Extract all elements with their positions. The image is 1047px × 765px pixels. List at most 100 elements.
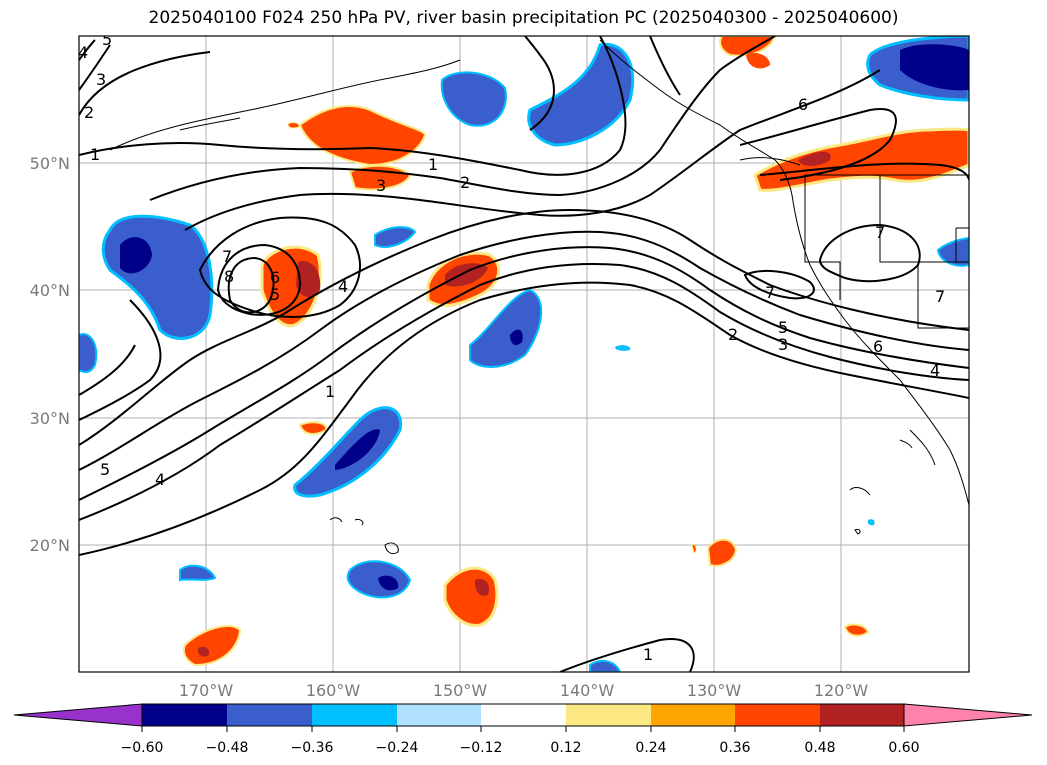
- coastlines: [109, 39, 969, 555]
- red-blob: [719, 36, 777, 57]
- colorbar-extend-max: [903, 703, 1033, 727]
- blue-blob: [867, 519, 875, 526]
- contour-line: [818, 223, 921, 283]
- contour-label: 5: [100, 460, 110, 479]
- contour-line: [79, 208, 969, 446]
- map-title: 2025040100 F024 250 hPa PV, river basin …: [148, 8, 899, 28]
- contour-label: 6: [873, 337, 883, 356]
- lat-label: 30°N: [30, 409, 70, 428]
- contour-label: 5: [102, 30, 112, 49]
- colorbar-segment: [142, 704, 227, 726]
- contour-labels: 5 4 3 2 1 1 2 3 7 8 6 5 4 1 5 4 6 7 7 5 …: [78, 30, 945, 664]
- red-blob: [298, 421, 328, 435]
- colorbar-segment: [566, 704, 651, 726]
- lon-label: 150°W: [433, 681, 488, 700]
- lat-label: 50°N: [30, 154, 70, 173]
- red-blob: [182, 625, 242, 667]
- contour-label: 2: [84, 103, 94, 122]
- contour-label: 7: [765, 283, 775, 302]
- colorbar-segment: [735, 704, 820, 726]
- contour-label: 3: [778, 335, 788, 354]
- colorbar-segment: [651, 704, 735, 726]
- colorbar-ticks: [141, 726, 905, 732]
- plot-frame: [78, 35, 970, 673]
- contour-label: 4: [155, 470, 165, 489]
- blue-core: [335, 429, 380, 470]
- blue-blob: [527, 42, 635, 147]
- blue-core: [900, 44, 969, 91]
- colorbar-segment: [820, 704, 904, 726]
- contour-label: 6: [798, 95, 808, 114]
- colorbar-segment: [481, 704, 566, 726]
- red-blob: [843, 623, 870, 637]
- contour-line: [79, 44, 111, 91]
- contour-label: 6: [270, 268, 280, 287]
- colorbar-tick-label: −0.24: [376, 740, 419, 756]
- blue-core: [510, 329, 523, 346]
- lon-label: 120°W: [814, 681, 869, 700]
- colorbar-segment: [227, 704, 312, 726]
- blue-blob: [469, 288, 543, 368]
- contour-label: 8: [224, 267, 234, 286]
- contour-line: [79, 230, 969, 471]
- red-core: [296, 261, 321, 298]
- colorbar-tick-label: −0.36: [291, 740, 334, 756]
- contour-label: 3: [376, 176, 386, 195]
- blue-blob: [179, 564, 217, 582]
- contour-line: [79, 51, 211, 116]
- colorbar-tick-label: 0.48: [804, 740, 835, 756]
- colorbar-tick-label: 0.60: [888, 740, 919, 756]
- contour-label: 1: [90, 145, 100, 164]
- red-core: [445, 263, 488, 287]
- contour-line: [79, 263, 969, 521]
- red-blob: [746, 53, 770, 69]
- red-core: [798, 151, 831, 166]
- contour-label: 1: [428, 155, 438, 174]
- blue-core: [378, 575, 399, 591]
- contour-label: 4: [930, 361, 940, 380]
- contour-line: [198, 216, 361, 318]
- colorbar: −0.60 −0.48 −0.36 −0.24 −0.12 0.12 0.24 …: [13, 703, 1033, 756]
- contour-label: 2: [728, 325, 738, 344]
- blue-blob: [589, 659, 622, 672]
- longitude-labels: 170°W 160°W 150°W 140°W 130°W 120°W: [179, 681, 869, 700]
- colorbar-tick-label: 0.12: [550, 740, 581, 756]
- contour-line: [524, 36, 555, 131]
- blue-blob: [374, 226, 417, 248]
- colorbar-segment: [397, 704, 481, 726]
- contour-label: 7: [935, 287, 945, 306]
- lat-label: 40°N: [30, 281, 70, 300]
- lon-label: 170°W: [179, 681, 234, 700]
- red-blob: [706, 538, 738, 567]
- contour-label: 4: [78, 43, 88, 62]
- contour-line: [79, 281, 969, 556]
- colorbar-tick-label: −0.60: [121, 740, 164, 756]
- colorbar-segment: [312, 704, 397, 726]
- contour-line: [743, 270, 815, 300]
- contour-label: 5: [778, 318, 788, 337]
- colorbar-tick-label: 0.24: [635, 740, 666, 756]
- contour-line: [79, 39, 96, 61]
- red-blob: [691, 543, 697, 554]
- contour-line: [79, 36, 627, 176]
- colorbar-tick-label: 0.36: [719, 740, 750, 756]
- contour-label: 7: [875, 223, 885, 242]
- red-blob: [287, 122, 300, 129]
- blue-blob: [615, 345, 631, 351]
- contour-line: [559, 638, 695, 672]
- contour-line: [79, 299, 162, 421]
- blue-blob: [936, 236, 969, 267]
- lon-label: 130°W: [687, 681, 742, 700]
- red-core: [197, 646, 210, 657]
- blue-core: [120, 237, 152, 274]
- contour-line: [79, 246, 969, 501]
- lat-label: 20°N: [30, 536, 70, 555]
- contour-line: [739, 108, 897, 181]
- blue-blob: [440, 71, 507, 127]
- lon-label: 160°W: [306, 681, 361, 700]
- contour-line: [184, 69, 881, 231]
- lon-label: 140°W: [560, 681, 615, 700]
- contour-line: [649, 36, 681, 96]
- contour-label: 2: [460, 173, 470, 192]
